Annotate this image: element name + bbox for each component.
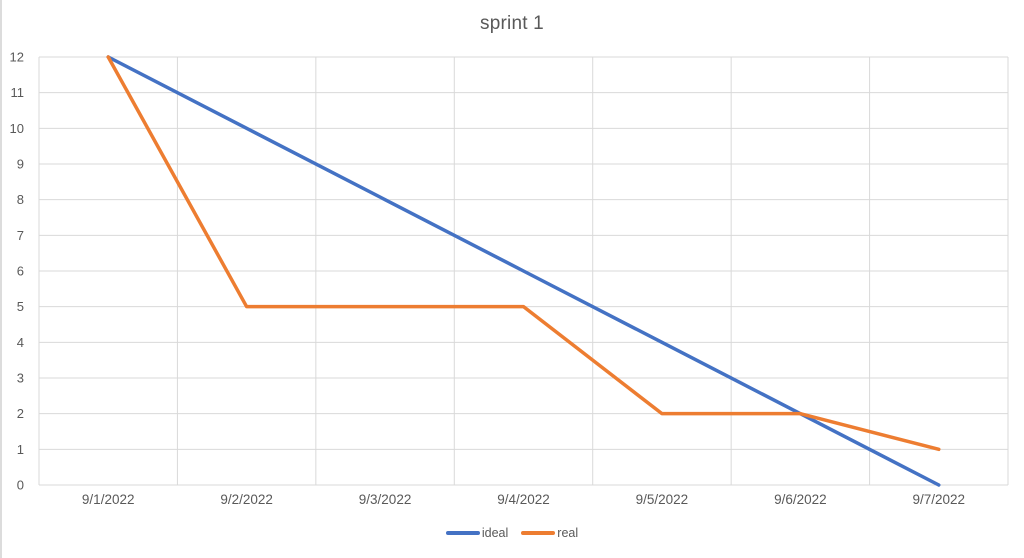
legend-label-real: real [557,526,579,540]
vertical-gridlines [38,57,1009,485]
x-axis-labels: 9/1/2022 9/2/2022 9/3/2022 9/4/2022 9/5/2022… [82,492,965,507]
y-tick-label-7: 7 [17,228,24,243]
y-tick-label-11: 11 [11,85,25,100]
x-tick-label-1: 9/2/2022 [220,492,273,507]
x-tick-label-3: 9/4/2022 [497,492,550,507]
x-tick-label-5: 9/6/2022 [774,492,827,507]
legend-swatch-ideal [445,531,480,535]
y-tick-label-5: 5 [17,299,24,314]
x-tick-label-0: 9/1/2022 [82,492,135,507]
legend-item-ideal: ideal [445,526,509,540]
window-left-edge [0,0,2,558]
y-tick-label-4: 4 [17,335,24,350]
legend-item-real: real [521,526,578,540]
chart-title: sprint 1 [480,13,544,34]
y-tick-label-2: 2 [17,406,24,421]
legend-swatch-real [521,531,556,535]
x-tick-label-4: 9/5/2022 [636,492,689,507]
chart-legend: ideal real [0,526,1024,540]
y-tick-label-3: 3 [17,371,24,386]
y-tick-label-9: 9 [17,157,24,172]
y-tick-label-0: 0 [17,478,24,493]
y-tick-label-12: 12 [10,50,24,65]
x-tick-label-2: 9/3/2022 [359,492,412,507]
horizontal-gridlines [39,56,1008,486]
series-line-real [106,55,941,452]
y-tick-label-10: 10 [10,121,24,136]
x-tick-label-6: 9/7/2022 [913,492,966,507]
y-tick-label-1: 1 [17,442,24,457]
y-tick-label-8: 8 [17,192,24,207]
y-tick-label-6: 6 [17,264,24,279]
legend-label-ideal: ideal [481,526,509,540]
